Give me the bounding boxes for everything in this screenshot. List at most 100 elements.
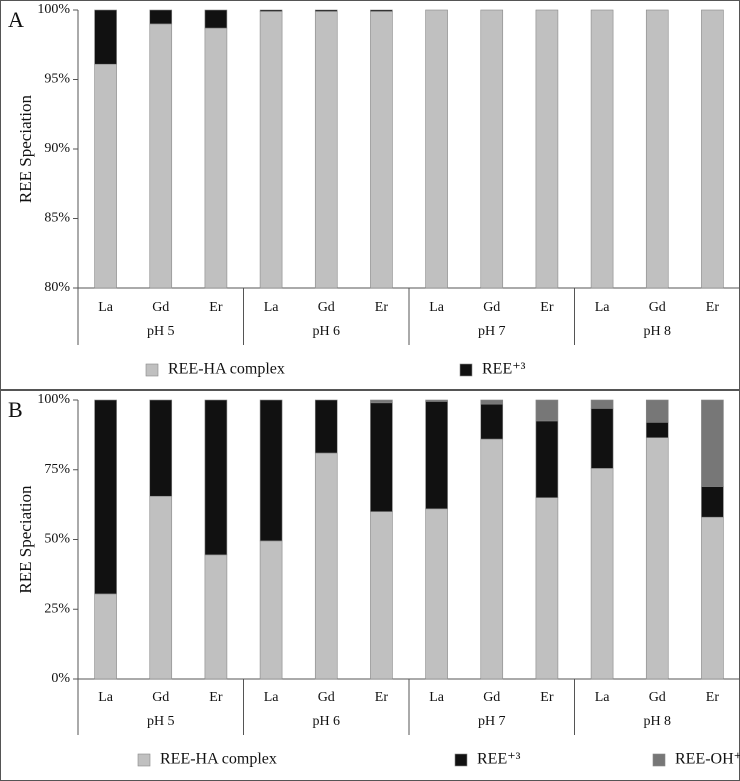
group-label: pH 7 xyxy=(478,714,506,729)
group-label: pH 5 xyxy=(147,714,175,729)
legend-swatch xyxy=(137,753,151,767)
bar-segment xyxy=(425,508,448,680)
bar-segment xyxy=(480,403,504,440)
bar-segment xyxy=(314,399,338,454)
legend-swatch xyxy=(459,363,473,377)
y-tick-label: 85% xyxy=(44,211,70,226)
y-tick-label: 0% xyxy=(51,671,70,686)
group-label: pH 5 xyxy=(147,324,175,339)
bar-segment xyxy=(425,401,448,510)
bar-segment xyxy=(204,399,228,556)
bar-segment xyxy=(370,9,393,12)
group-label: pH 6 xyxy=(312,714,340,729)
bar-segment xyxy=(204,27,228,289)
x-tick-label: Er xyxy=(375,690,389,705)
x-tick-label: Er xyxy=(540,690,554,705)
x-tick-label: Er xyxy=(375,300,389,315)
bar-segment xyxy=(204,9,228,29)
bar-segment xyxy=(370,511,393,680)
x-tick-label: La xyxy=(98,690,114,705)
x-tick-label: La xyxy=(429,690,445,705)
bar-segment xyxy=(370,399,393,404)
x-tick-label: Er xyxy=(209,300,223,315)
bar-segment xyxy=(259,9,283,12)
legend-label: REE-HA complex xyxy=(160,751,277,768)
x-tick-label: Gd xyxy=(152,300,169,315)
bar-segment xyxy=(259,540,283,680)
y-tick-label: 90% xyxy=(44,141,70,156)
y-axis-title: REE Speciation xyxy=(16,485,35,594)
y-tick-label: 50% xyxy=(44,532,70,547)
bar-segment xyxy=(370,11,393,289)
x-tick-label: La xyxy=(264,300,280,315)
group-label: pH 6 xyxy=(312,324,340,339)
bar-segment xyxy=(645,9,669,289)
legend-swatch xyxy=(145,363,159,377)
bar-segment xyxy=(259,399,283,542)
x-tick-label: Gd xyxy=(483,300,500,315)
legend-swatch xyxy=(454,753,468,767)
panel-label: A xyxy=(8,7,24,32)
x-tick-label: La xyxy=(595,300,611,315)
bar-segment xyxy=(425,399,448,402)
x-tick-label: Er xyxy=(540,300,554,315)
bar-segment xyxy=(314,9,338,12)
x-tick-label: La xyxy=(595,690,611,705)
bar-segment xyxy=(94,63,117,289)
y-axis-title: REE Speciation xyxy=(16,94,35,203)
bar-segment xyxy=(94,9,117,65)
bar-segment xyxy=(590,9,614,289)
bar-segment xyxy=(149,495,173,680)
x-tick-label: Er xyxy=(209,690,223,705)
bar-segment xyxy=(535,399,559,422)
bar-segment xyxy=(535,497,559,680)
bar-segment xyxy=(535,9,559,289)
bar-segment xyxy=(425,9,448,289)
bar-segment xyxy=(259,11,283,289)
y-tick-label: 25% xyxy=(44,601,70,616)
x-tick-label: Er xyxy=(706,690,720,705)
x-tick-label: La xyxy=(429,300,445,315)
bar-segment xyxy=(645,399,669,423)
legend-label: REE-HA complex xyxy=(168,361,285,378)
bar-segment xyxy=(590,468,614,680)
bar-segment xyxy=(149,399,173,497)
bar-segment xyxy=(204,554,228,680)
bar-segment xyxy=(701,9,724,289)
bar-segment xyxy=(645,422,669,438)
bar-segment xyxy=(701,399,724,487)
x-tick-label: Gd xyxy=(649,690,666,705)
bar-segment xyxy=(314,11,338,289)
legend-label: REE⁺³ xyxy=(477,751,521,768)
bar-segment xyxy=(480,9,504,289)
group-label: pH 7 xyxy=(478,324,506,339)
bar-segment xyxy=(370,402,393,512)
bar-segment xyxy=(590,399,614,409)
group-label: pH 8 xyxy=(643,714,671,729)
x-tick-label: Er xyxy=(706,300,720,315)
bar-segment xyxy=(149,23,173,289)
y-tick-label: 100% xyxy=(37,392,70,407)
bar-segment xyxy=(94,593,117,680)
bar-segment xyxy=(480,438,504,680)
x-tick-label: Gd xyxy=(483,690,500,705)
group-label: pH 8 xyxy=(643,324,671,339)
bar-segment xyxy=(590,408,614,469)
legend-label: REE-OH⁺² xyxy=(675,751,740,768)
x-tick-label: La xyxy=(98,300,114,315)
y-tick-label: 100% xyxy=(37,2,70,17)
bar-segment xyxy=(701,516,724,680)
bar-segment xyxy=(645,437,669,680)
bar-segment xyxy=(480,399,504,405)
y-tick-label: 95% xyxy=(44,72,70,87)
bar-segment xyxy=(94,399,117,595)
panel-label: B xyxy=(8,397,23,422)
x-tick-label: Gd xyxy=(152,690,169,705)
bar-segment xyxy=(701,486,724,518)
bar-segment xyxy=(149,9,173,25)
bar-segment xyxy=(314,452,338,680)
bar-segment xyxy=(535,420,559,498)
x-tick-label: Gd xyxy=(318,300,335,315)
y-tick-label: 75% xyxy=(44,462,70,477)
